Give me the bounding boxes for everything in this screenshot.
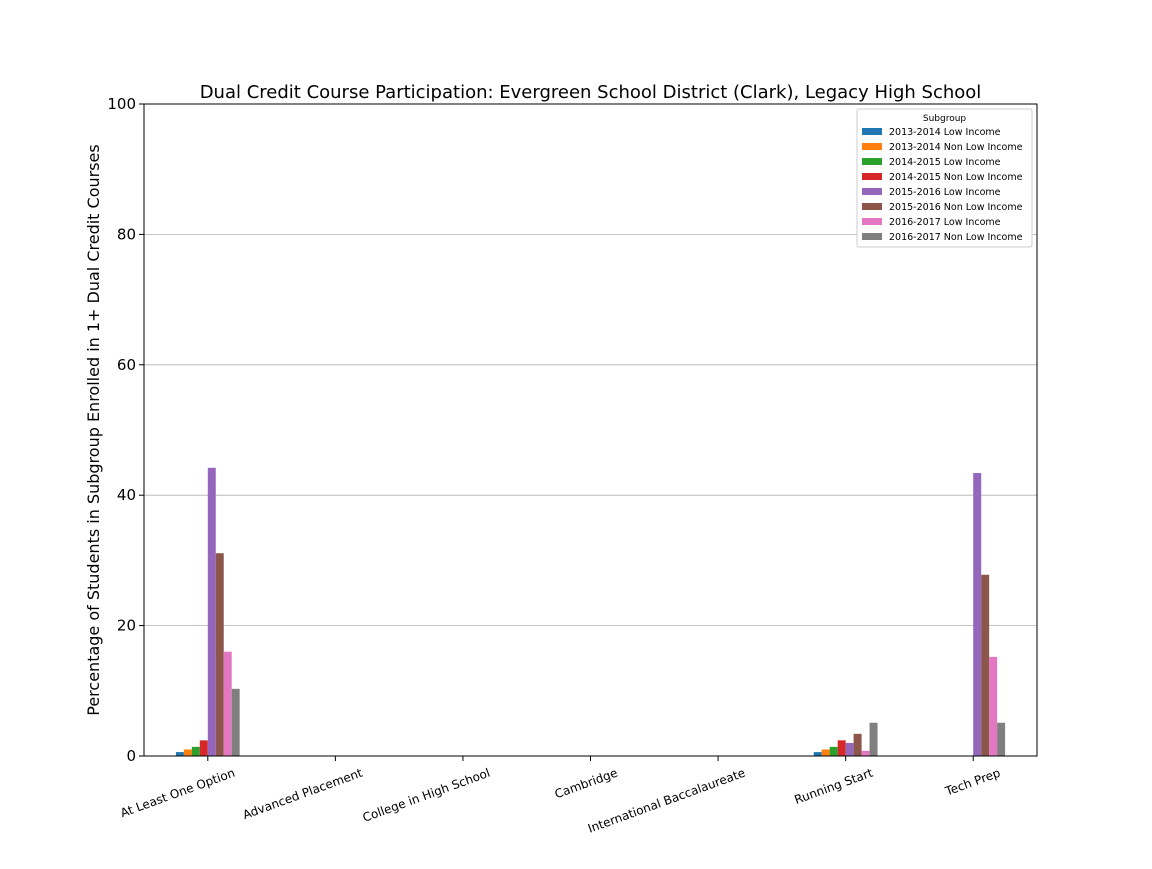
legend-swatch	[862, 218, 882, 225]
gridlines	[144, 233, 1037, 626]
bar	[973, 473, 982, 756]
y-tick-label: 20	[117, 617, 136, 635]
legend-swatch	[862, 188, 882, 195]
legend-items: 2013-2014 Low Income 2013-2014 Non Low In…	[862, 127, 1023, 243]
x-tick-label: Cambridge	[553, 766, 620, 802]
y-tick-label: 0	[126, 747, 136, 765]
x-tick-label: Tech Prep	[943, 766, 1003, 799]
bar	[853, 733, 862, 756]
bars	[175, 467, 1006, 756]
legend-title: Subgroup	[923, 114, 967, 124]
legend-label: 2015-2016 Non Low Income	[889, 202, 1023, 213]
bar	[837, 740, 846, 756]
x-tick-label: Running Start	[793, 766, 875, 807]
bar	[861, 750, 870, 756]
bar	[821, 749, 830, 756]
legend-swatch	[862, 173, 882, 180]
legend-label: 2014-2015 Low Income	[889, 157, 1001, 168]
bar	[207, 467, 216, 756]
x-axis-ticks: At Least One Option Advanced PlacementCol…	[119, 756, 1003, 836]
legend-swatch	[862, 143, 882, 150]
x-tick-label: Advanced Placement	[241, 766, 365, 822]
bar	[829, 746, 838, 756]
legend-swatch	[862, 158, 882, 165]
bar	[845, 742, 854, 756]
y-tick-label: 100	[107, 95, 136, 113]
y-tick-label: 40	[117, 486, 136, 504]
bar	[175, 752, 184, 756]
y-tick-label: 80	[117, 225, 136, 243]
y-axis-label: Percentage of Students in Subgroup Enrol…	[84, 144, 103, 715]
legend-swatch	[862, 203, 882, 210]
chart-title: Dual Credit Course Participation: Evergr…	[200, 82, 982, 103]
x-tick-label: College in High School	[361, 766, 492, 825]
legend-swatch	[862, 233, 882, 240]
legend-label: 2016-2017 Low Income	[889, 217, 1001, 228]
bar	[223, 651, 232, 756]
bar	[215, 553, 224, 756]
y-axis-ticks: 0 20 40 60 80 100	[107, 95, 144, 765]
legend-label: 2016-2017 Non Low Income	[889, 232, 1023, 243]
bar	[981, 574, 990, 756]
legend-label: 2015-2016 Low Income	[889, 187, 1001, 198]
bar	[813, 752, 822, 756]
legend-box	[856, 108, 1033, 248]
bar	[191, 746, 200, 756]
y-tick-label: 60	[117, 356, 136, 374]
legend-label: 2014-2015 Non Low Income	[889, 172, 1023, 183]
bar	[231, 688, 240, 756]
legend-label: 2013-2014 Non Low Income	[889, 142, 1023, 153]
legend[interactable]: Subgroup 2013-2014 Low Income 2013-2014 N…	[856, 108, 1033, 248]
bar	[869, 722, 878, 756]
bar	[997, 722, 1006, 756]
legend-label: 2013-2014 Low Income	[889, 127, 1001, 138]
x-tick-label: At Least One Option	[119, 766, 237, 820]
bar	[199, 740, 208, 756]
bar	[989, 656, 998, 756]
legend-swatch	[862, 128, 882, 135]
bar	[183, 749, 192, 756]
